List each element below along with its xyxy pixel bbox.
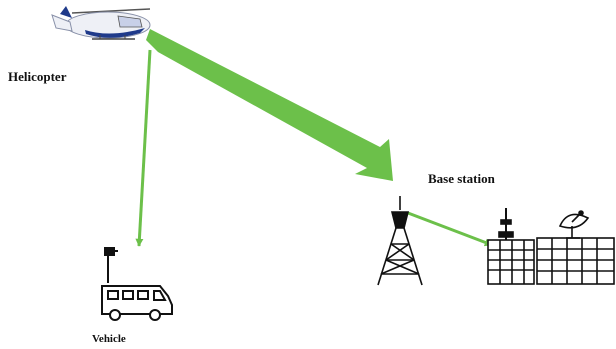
link-helicopter-base-station (146, 29, 393, 181)
link-tower-base-station (407, 211, 493, 247)
vehicle-label: Vehicle (92, 333, 126, 345)
helicopter-label: Helicopter (8, 69, 67, 84)
relay-vehicle-icon (101, 247, 173, 321)
base-station-icon (377, 196, 615, 286)
helicopter-icon (51, 6, 151, 40)
base-station-label: Base station (428, 171, 495, 186)
link-helicopter-vehicle (135, 49, 152, 247)
